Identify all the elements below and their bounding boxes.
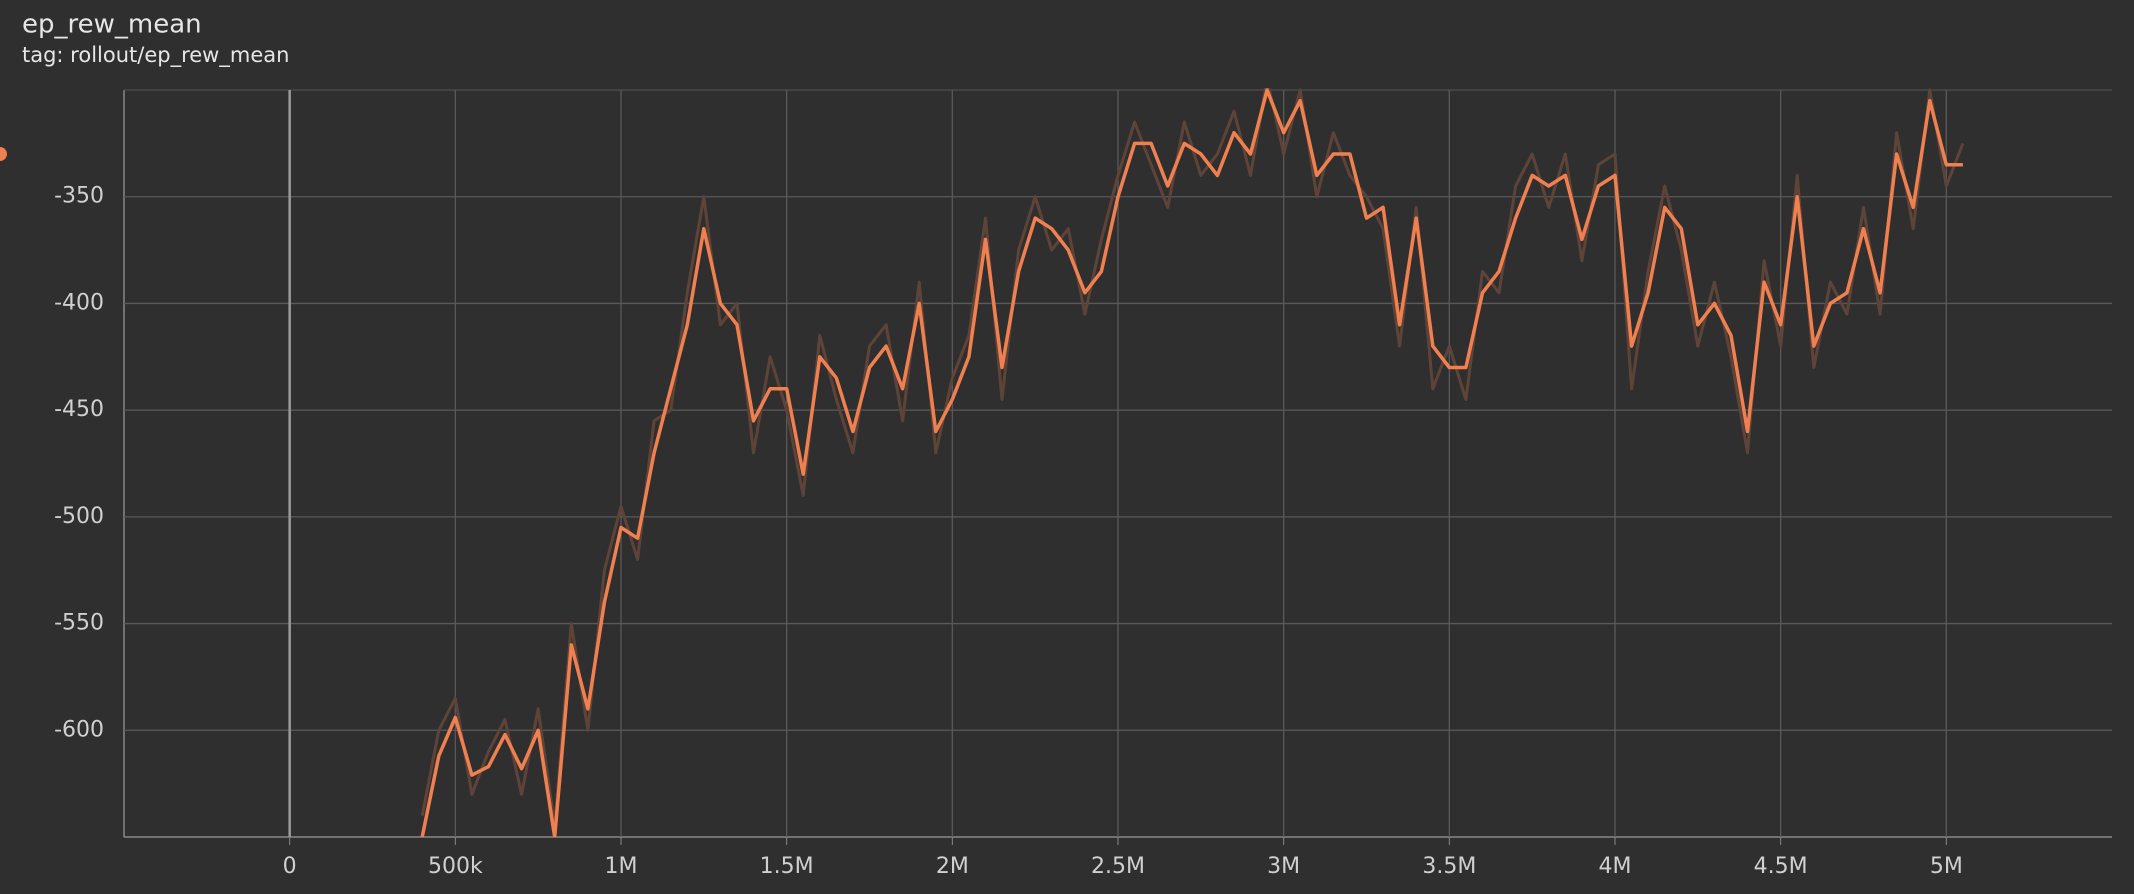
- chart-title: ep_rew_mean: [22, 10, 202, 40]
- y-tick-label: -350: [54, 184, 104, 209]
- y-tick-label: -450: [54, 397, 104, 422]
- x-tick-label: 2M: [936, 854, 969, 879]
- x-tick-label: 4M: [1599, 854, 1632, 879]
- x-tick-label: 3M: [1267, 854, 1300, 879]
- x-tick-label: 2.5M: [1091, 854, 1145, 879]
- data-line: [420, 88, 1963, 837]
- y-tick-label: -400: [54, 290, 104, 315]
- x-tick-label: 3.5M: [1422, 854, 1476, 879]
- y-tick-label: -600: [54, 717, 104, 742]
- chart-subtitle: tag: rollout/ep_rew_mean: [22, 43, 289, 68]
- x-tick-label: 0: [283, 854, 297, 879]
- x-tick-label: 5M: [1930, 854, 1963, 879]
- x-tick-label: 1M: [605, 854, 638, 879]
- y-tick-label: -500: [54, 504, 104, 529]
- x-tick-label: 4.5M: [1754, 854, 1808, 879]
- y-tick-label: -550: [54, 611, 104, 636]
- x-tick-label: 500k: [428, 854, 483, 879]
- end-point: [0, 147, 7, 162]
- x-tick-label: 1.5M: [760, 854, 814, 879]
